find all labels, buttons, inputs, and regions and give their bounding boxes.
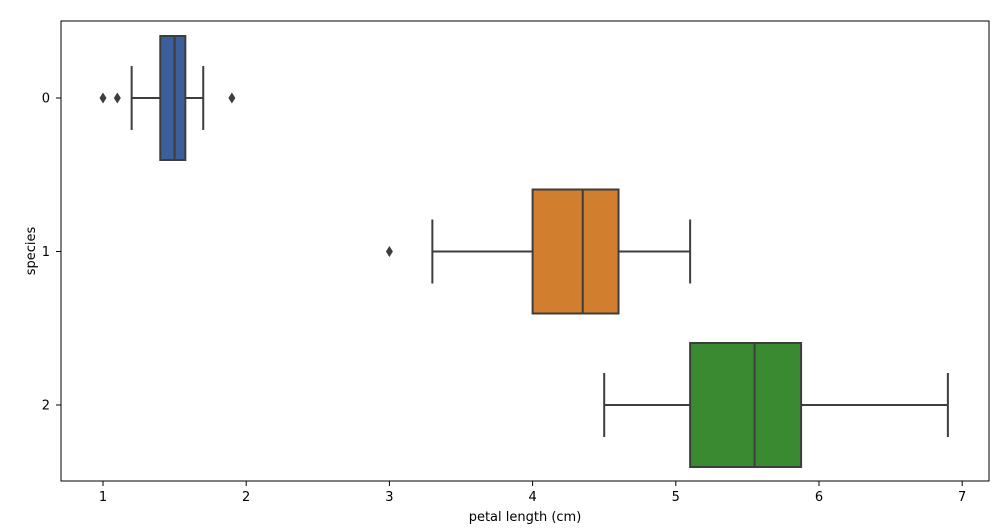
x-axis-ticks: 1 2 3 4 5 6 7	[99, 481, 966, 505]
box-series-1	[385, 188, 692, 315]
x-axis-title: petal length (cm)	[469, 510, 582, 525]
y-axis-ticks: 0 1 2	[42, 92, 61, 414]
outlier-point	[99, 92, 107, 104]
box-iqr	[689, 342, 803, 468]
box-series-2	[603, 342, 949, 468]
x-tick-label: 4	[528, 490, 536, 505]
y-tick-label: 0	[42, 92, 50, 107]
y-tick-label: 1	[42, 245, 50, 260]
outlier-point	[228, 92, 236, 104]
x-tick-label: 5	[672, 490, 680, 505]
y-axis-title: species	[24, 227, 39, 276]
outlier-point	[385, 246, 393, 257]
box-iqr	[531, 188, 620, 315]
x-tick-label: 2	[242, 490, 250, 505]
x-tick-label: 3	[385, 490, 393, 505]
x-tick-label: 1	[99, 490, 107, 505]
x-tick-label: 7	[958, 490, 966, 505]
box-marks	[99, 35, 949, 468]
box-series-0	[99, 35, 236, 161]
x-tick-label: 6	[815, 490, 823, 505]
box-iqr	[159, 35, 187, 161]
y-tick-label: 2	[42, 399, 50, 414]
outlier-point	[113, 92, 121, 104]
